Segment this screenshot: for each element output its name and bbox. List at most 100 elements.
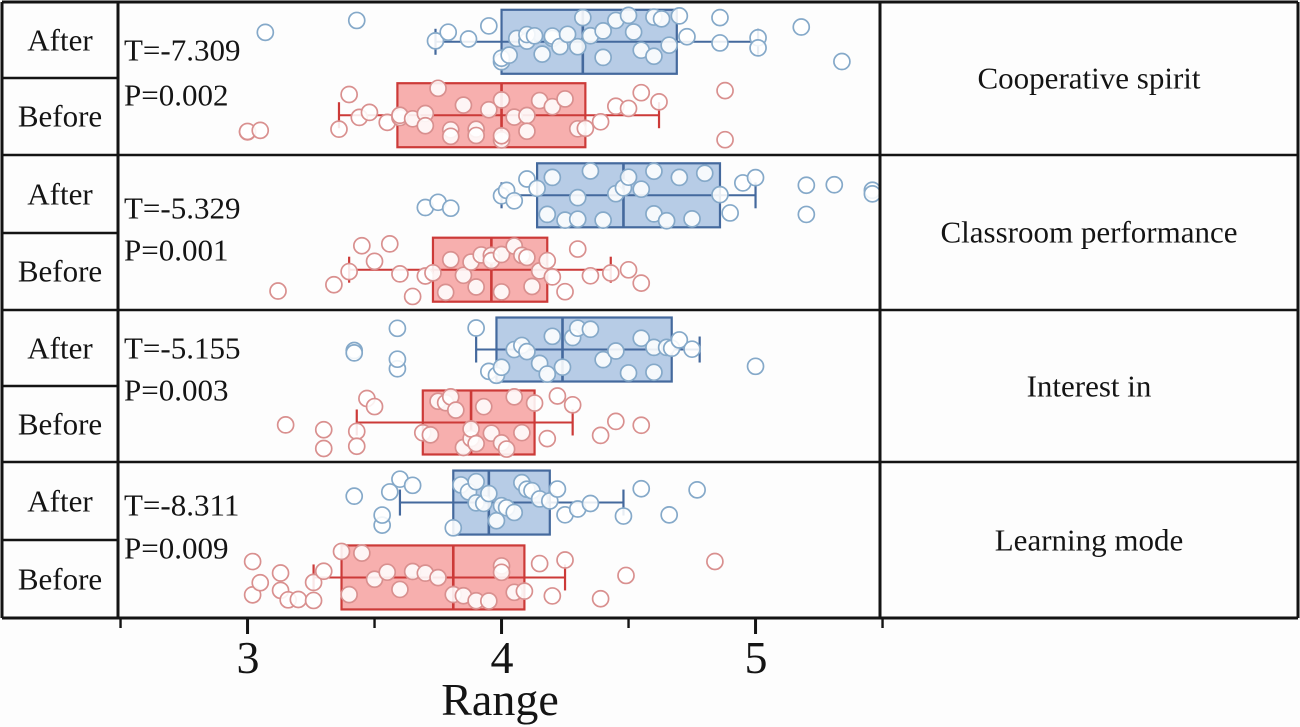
data-point-after-1: [347, 11, 366, 30]
data-point-after-2: [594, 211, 612, 229]
data-point-after-1: [479, 17, 498, 35]
data-point-before-4: [304, 573, 323, 592]
data-point-before-1: [454, 96, 473, 114]
data-point-after-4: [581, 494, 600, 513]
data-point-after-2: [441, 199, 460, 218]
data-point-before-2: [492, 283, 511, 301]
data-point-after-3: [746, 357, 765, 376]
data-point-after-3: [632, 329, 651, 348]
data-point-after-4: [467, 472, 485, 491]
data-point-before-2: [441, 250, 460, 269]
data-point-before-4: [332, 542, 351, 561]
data-point-before-2: [391, 265, 409, 283]
data-point-after-4: [632, 479, 651, 498]
data-point-before-2: [467, 278, 485, 296]
t-stat-1: T=-7.309: [124, 32, 241, 68]
t-stat-2: T=-5.329: [124, 190, 241, 226]
data-point-before-1: [518, 122, 536, 141]
data-point-before-2: [403, 287, 422, 306]
data-point-before-3: [347, 422, 366, 441]
data-point-after-2: [863, 185, 882, 203]
data-point-before-2: [365, 252, 384, 271]
data-point-after-1: [525, 26, 544, 45]
data-point-before-2: [436, 283, 455, 302]
data-point-before-3: [446, 401, 465, 419]
row-label-before-3: Before: [17, 406, 103, 442]
data-point-after-4: [380, 483, 399, 501]
data-point-after-2: [657, 211, 676, 230]
data-point-after-4: [548, 480, 567, 498]
data-point-after-2: [505, 191, 524, 210]
data-point-before-1: [591, 112, 610, 131]
data-point-after-2: [683, 209, 701, 228]
data-point-after-1: [558, 25, 577, 44]
data-point-after-1: [652, 10, 671, 28]
data-point-after-3: [553, 358, 572, 377]
data-point-before-3: [347, 437, 366, 456]
data-point-after-3: [492, 358, 511, 377]
data-point-before-1: [330, 120, 348, 139]
data-point-after-3: [670, 331, 689, 349]
data-point-before-2: [454, 266, 473, 285]
data-point-before-2: [619, 260, 638, 279]
data-point-before-1: [576, 119, 595, 138]
data-point-after-2: [543, 168, 562, 187]
data-point-before-3: [474, 397, 493, 416]
data-point-after-1: [711, 34, 729, 52]
p-value-2: P=0.001: [124, 232, 229, 268]
data-point-before-4: [556, 551, 574, 569]
data-point-after-1: [533, 45, 552, 63]
data-point-before-4: [304, 591, 323, 610]
data-point-after-3: [606, 342, 625, 360]
data-point-after-4: [688, 480, 706, 499]
data-point-after-4: [373, 506, 392, 524]
category-label-1: Cooperative spirit: [977, 60, 1201, 96]
data-point-before-2: [538, 251, 557, 270]
data-point-after-2: [711, 185, 729, 204]
data-point-after-2: [695, 164, 714, 183]
data-point-before-4: [706, 552, 724, 571]
data-point-after-1: [568, 37, 587, 56]
data-point-after-2: [797, 205, 816, 224]
data-point-before-1: [632, 83, 651, 102]
p-value-3: P=0.003: [124, 372, 229, 408]
data-point-before-4: [340, 585, 358, 604]
data-point-before-2: [340, 262, 358, 281]
data-point-after-3: [518, 342, 536, 361]
data-point-after-1: [459, 30, 478, 48]
category-label-3: Interest in: [1026, 368, 1152, 404]
data-point-after-1: [256, 23, 275, 42]
data-point-before-2: [380, 235, 399, 253]
data-point-before-4: [289, 590, 308, 609]
data-point-before-4: [543, 587, 562, 605]
data-point-after-3: [619, 364, 638, 382]
data-point-before-1: [492, 126, 511, 145]
data-point-before-2: [632, 274, 651, 292]
data-point-after-1: [645, 47, 663, 66]
data-point-before-1: [479, 100, 498, 119]
data-point-before-4: [271, 564, 290, 582]
data-point-after-3: [388, 319, 407, 338]
data-point-after-2: [746, 168, 765, 187]
data-point-before-4: [479, 592, 498, 610]
data-point-before-2: [556, 282, 574, 301]
data-point-before-1: [543, 97, 562, 116]
data-point-before-2: [568, 240, 587, 258]
data-point-after-2: [528, 179, 546, 198]
data-point-before-3: [314, 420, 333, 439]
data-point-after-3: [388, 350, 407, 369]
row-label-before-2: Before: [17, 253, 103, 289]
data-point-after-2: [619, 168, 638, 187]
x-tick-label-5: 5: [744, 632, 768, 683]
data-point-before-4: [530, 554, 549, 573]
data-point-after-3: [594, 350, 612, 369]
data-point-before-1: [619, 99, 638, 118]
data-point-after-1: [749, 39, 767, 57]
data-point-before-2: [518, 248, 536, 267]
data-point-before-2: [523, 277, 541, 296]
data-point-before-3: [548, 387, 567, 405]
data-point-after-1: [573, 8, 592, 27]
data-point-after-1: [660, 36, 679, 55]
data-point-before-3: [505, 388, 524, 406]
